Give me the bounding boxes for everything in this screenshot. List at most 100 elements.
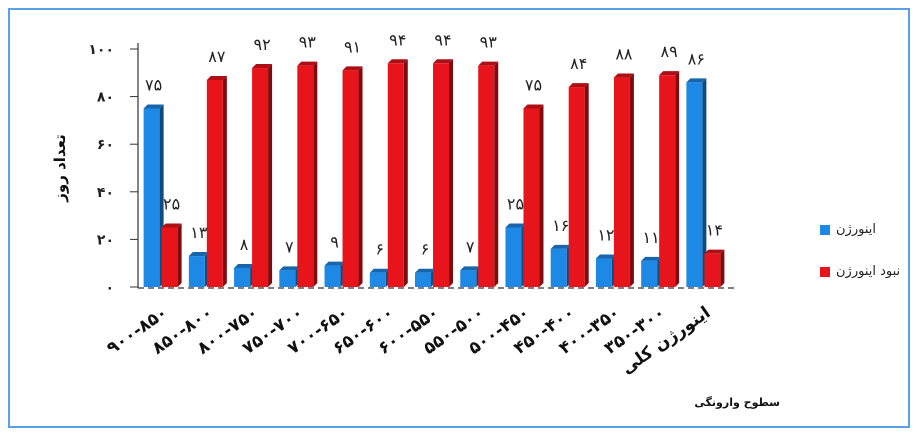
data-label-inversion: ۱۶ — [552, 216, 569, 235]
y-tick-label: ۲۰ — [97, 232, 114, 248]
bar-no-inversion — [568, 87, 585, 287]
bar-top-no-inversion — [161, 223, 182, 228]
data-label-no-inversion: ۷۵ — [525, 76, 542, 95]
bar-top-no-inversion — [387, 59, 408, 64]
bar-inversion — [324, 265, 341, 287]
bar-top-inversion — [686, 78, 707, 83]
bar-top-no-inversion — [659, 71, 680, 76]
bar-inversion — [234, 267, 251, 287]
bar-inversion — [415, 272, 431, 287]
bar-top-no-inversion — [252, 64, 273, 69]
data-label-no-inversion: ۹۳ — [299, 33, 317, 52]
bar-side-no-inversion — [675, 71, 680, 288]
y-tick-label: ۶۰ — [97, 137, 114, 153]
data-label-no-inversion: ۹۲ — [253, 35, 270, 54]
bar-inversion — [279, 270, 296, 287]
data-label-no-inversion: ۸۹ — [661, 42, 678, 61]
y-tick-label: ۰ — [105, 280, 114, 296]
bar-top-inversion — [641, 256, 662, 261]
bar-side-no-inversion — [313, 61, 318, 287]
bar-side-no-inversion — [720, 249, 725, 287]
bar-top-no-inversion — [342, 66, 363, 71]
data-label-inversion: ۱۳ — [190, 223, 208, 242]
bar-top-no-inversion — [206, 75, 227, 80]
bar-no-inversion — [252, 68, 269, 287]
bar-no-inversion — [387, 63, 404, 287]
bar-no-inversion — [161, 227, 178, 287]
data-label-inversion: ۷ — [285, 237, 294, 256]
data-label-inversion: ۶ — [421, 240, 430, 259]
data-label-no-inversion: ۹۱ — [344, 37, 361, 56]
bar-no-inversion — [704, 253, 721, 287]
bar-side-no-inversion — [222, 75, 227, 287]
bar-inversion — [595, 258, 612, 287]
legend-swatch-no-inversion — [820, 266, 830, 277]
data-label-no-inversion: ۹۴ — [434, 30, 451, 49]
bar-no-inversion — [206, 79, 223, 287]
bar-top-no-inversion — [568, 83, 589, 88]
data-label-inversion: ۶ — [375, 240, 384, 259]
data-label-no-inversion: ۹۴ — [389, 30, 406, 49]
chart-frame: ۰ ۲۰ ۴۰ ۶۰ ۸۰ ۱۰۰ تعداد روز ۷۵ ۲۵ ۹۰۰-۸۵۰ ۱۳ ۸۷ ۸۵۰-… — [8, 8, 910, 428]
bar-top-inversion — [234, 263, 255, 268]
bar-top-no-inversion — [704, 249, 725, 254]
bar-top-no-inversion — [523, 104, 544, 109]
data-label-no-inversion: ۹۳ — [480, 33, 498, 52]
bar-side-no-inversion — [584, 83, 589, 287]
bar-side-no-inversion — [449, 59, 453, 287]
bar-inversion — [188, 256, 205, 287]
bar-inversion — [686, 82, 703, 287]
bar-no-inversion — [297, 65, 314, 287]
data-label-no-inversion: ۸۷ — [208, 47, 226, 66]
bar-side-no-inversion — [358, 66, 363, 287]
data-label-no-inversion: ۱۴ — [706, 221, 723, 240]
bar-side-no-inversion — [539, 104, 544, 287]
legend-item-no-inversion: نبود اینورژن — [820, 264, 900, 279]
bar-inversion — [550, 248, 567, 287]
data-label-inversion: ۷ — [466, 237, 475, 256]
bar-no-inversion — [342, 70, 359, 287]
bar-top-no-inversion — [478, 61, 499, 66]
bar-top-inversion — [143, 104, 164, 109]
bar-side-no-inversion — [494, 61, 499, 287]
bar-top-no-inversion — [297, 61, 318, 66]
bar-side-no-inversion — [177, 223, 182, 287]
bar-top-inversion — [415, 268, 435, 273]
bar-no-inversion — [478, 65, 495, 287]
bar-side-no-inversion — [268, 64, 273, 287]
data-label-no-inversion: ۸۴ — [570, 54, 587, 73]
bar-no-inversion — [433, 63, 449, 287]
bar-top-inversion — [369, 268, 390, 273]
bar-top-inversion — [279, 266, 300, 271]
data-label-inversion: ۲۵ — [507, 195, 524, 214]
bar-side-no-inversion — [403, 59, 408, 287]
data-label-inversion: ۹ — [330, 233, 339, 252]
bar-top-inversion — [550, 244, 571, 249]
data-label-inversion: ۸۶ — [688, 49, 705, 68]
bar-top-inversion — [324, 261, 345, 266]
bar-top-no-inversion — [613, 73, 634, 78]
legend-label-no-inversion: نبود اینورژن — [836, 264, 901, 279]
bar-no-inversion — [523, 108, 540, 287]
bar-no-inversion — [659, 75, 676, 288]
y-tick-label: ۸۰ — [97, 90, 114, 106]
data-label-no-inversion: ۲۵ — [163, 195, 180, 214]
bar-top-inversion — [505, 223, 526, 228]
bar-inversion — [641, 260, 658, 287]
legend-item-inversion: اینورژن — [820, 222, 876, 237]
legend-swatch-inversion — [820, 224, 830, 235]
bar-top-inversion — [188, 252, 209, 257]
data-label-no-inversion: ۸۸ — [615, 45, 633, 64]
bar-side-inversion — [702, 78, 707, 287]
bar-top-inversion — [460, 266, 481, 271]
bar-no-inversion — [613, 77, 630, 287]
bar-inversion — [369, 272, 386, 287]
x-axis-title: سطوح وارونگی — [694, 396, 780, 409]
bar-inversion — [460, 270, 477, 287]
bar-top-no-inversion — [433, 59, 453, 64]
data-label-inversion: ۸ — [240, 235, 249, 254]
y-tick-label: ۱۰۰ — [88, 42, 114, 58]
bar-inversion — [143, 108, 160, 287]
legend-label-inversion: اینورژن — [836, 222, 876, 237]
